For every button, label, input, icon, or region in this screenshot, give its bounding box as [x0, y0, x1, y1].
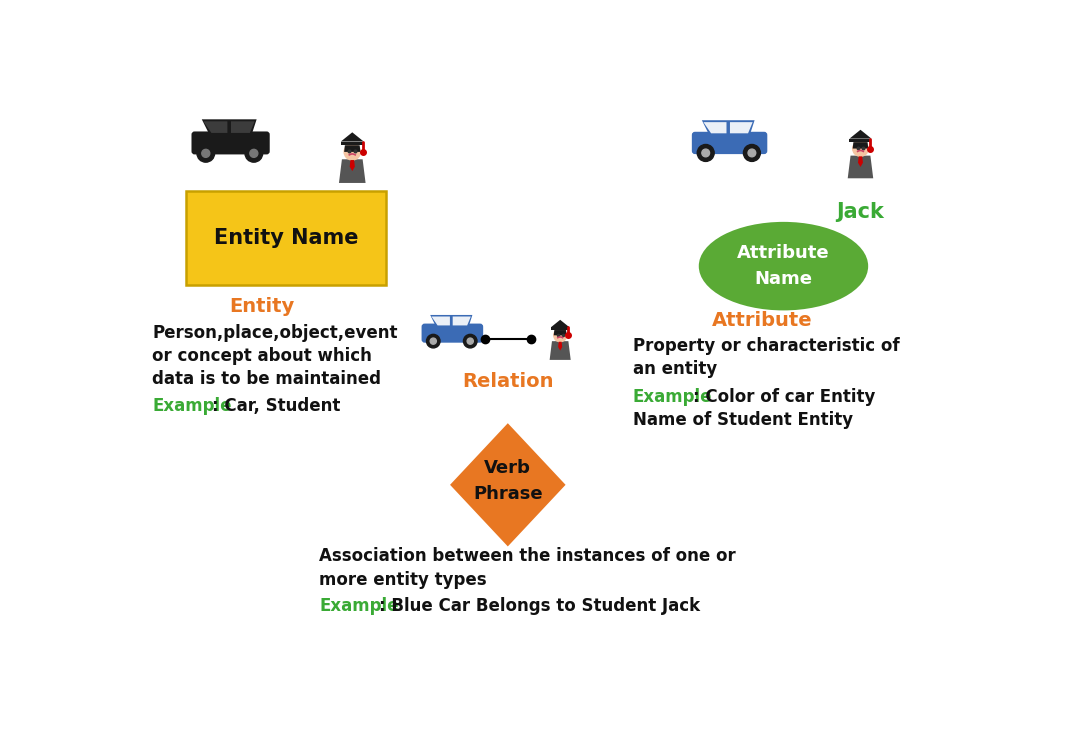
- Polygon shape: [453, 317, 470, 326]
- Text: Relation: Relation: [462, 372, 554, 391]
- FancyBboxPatch shape: [192, 131, 270, 154]
- Text: Example: Example: [319, 597, 399, 615]
- Text: Example: Example: [152, 397, 232, 416]
- Text: Verb
Phrase: Verb Phrase: [473, 459, 543, 503]
- Text: Property or characteristic of: Property or characteristic of: [633, 337, 899, 355]
- Polygon shape: [730, 122, 752, 134]
- FancyBboxPatch shape: [692, 132, 767, 154]
- FancyBboxPatch shape: [422, 324, 483, 343]
- Polygon shape: [554, 330, 567, 335]
- Text: or concept about which: or concept about which: [152, 347, 372, 365]
- Polygon shape: [340, 132, 364, 142]
- Polygon shape: [551, 320, 569, 327]
- Polygon shape: [853, 142, 868, 148]
- Polygon shape: [339, 160, 365, 183]
- Polygon shape: [344, 145, 360, 152]
- Circle shape: [464, 335, 477, 348]
- Polygon shape: [350, 160, 354, 171]
- Text: Name of Student Entity: Name of Student Entity: [633, 411, 853, 429]
- Text: Jack: Jack: [837, 203, 885, 223]
- Text: : Blue Car Belongs to Student Jack: : Blue Car Belongs to Student Jack: [379, 597, 700, 615]
- Ellipse shape: [699, 222, 868, 310]
- Circle shape: [249, 149, 258, 157]
- Circle shape: [744, 145, 760, 162]
- Circle shape: [430, 338, 437, 344]
- Polygon shape: [850, 130, 872, 139]
- Circle shape: [467, 338, 474, 344]
- Polygon shape: [231, 122, 255, 133]
- Circle shape: [426, 335, 440, 348]
- Circle shape: [748, 149, 756, 157]
- Polygon shape: [558, 342, 563, 350]
- Text: Association between the instances of one or: Association between the instances of one…: [319, 548, 736, 565]
- Polygon shape: [701, 120, 754, 136]
- Text: Example: Example: [633, 388, 712, 406]
- FancyBboxPatch shape: [850, 139, 872, 142]
- Circle shape: [701, 149, 710, 157]
- Polygon shape: [431, 317, 450, 326]
- Polygon shape: [430, 315, 473, 327]
- Polygon shape: [202, 119, 257, 135]
- Polygon shape: [848, 156, 874, 178]
- Text: data is to be maintained: data is to be maintained: [152, 370, 382, 388]
- Polygon shape: [204, 122, 228, 133]
- Text: Person,place,object,event: Person,place,object,event: [152, 324, 398, 342]
- Text: Attribute
Name: Attribute Name: [737, 244, 829, 289]
- Polygon shape: [704, 122, 726, 134]
- Circle shape: [554, 329, 567, 342]
- Polygon shape: [550, 341, 570, 360]
- Polygon shape: [450, 423, 566, 546]
- Text: Attribute: Attribute: [711, 311, 812, 329]
- Circle shape: [245, 145, 262, 162]
- Circle shape: [202, 149, 210, 157]
- Text: : Car, Student: : Car, Student: [212, 397, 340, 416]
- Circle shape: [197, 145, 215, 162]
- Circle shape: [853, 141, 868, 157]
- Circle shape: [697, 145, 714, 162]
- Text: Entity Name: Entity Name: [214, 228, 359, 248]
- FancyBboxPatch shape: [186, 191, 386, 285]
- Text: an entity: an entity: [633, 361, 717, 378]
- Text: Entity: Entity: [229, 297, 294, 315]
- FancyBboxPatch shape: [551, 327, 569, 330]
- Text: : Color of car Entity: : Color of car Entity: [693, 388, 875, 406]
- Polygon shape: [859, 157, 863, 167]
- Text: more entity types: more entity types: [319, 571, 487, 588]
- FancyBboxPatch shape: [340, 142, 364, 145]
- Circle shape: [344, 144, 360, 160]
